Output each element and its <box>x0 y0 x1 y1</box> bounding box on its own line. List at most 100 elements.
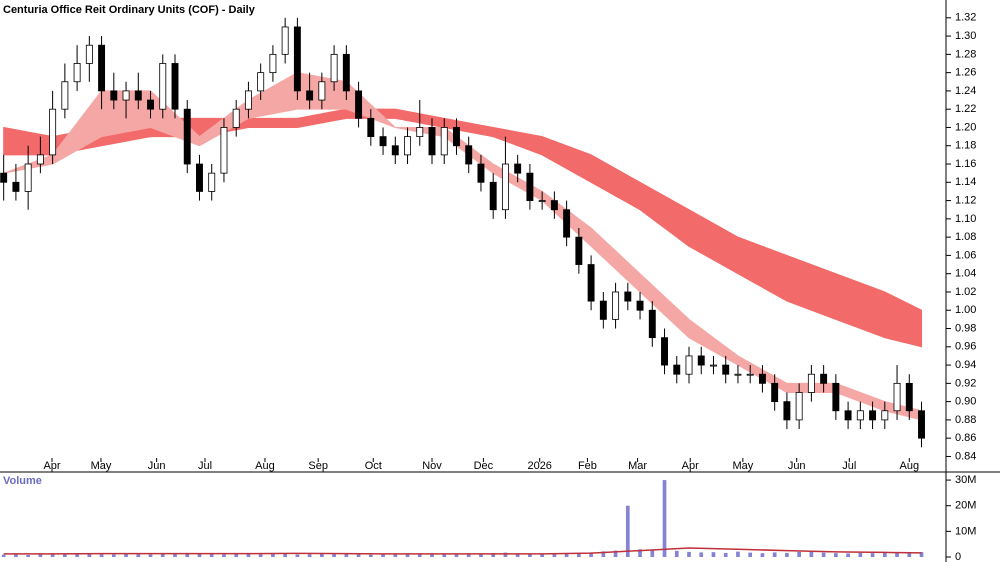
y-tick-label: 1.22 <box>955 103 976 115</box>
volume-bar <box>540 554 544 557</box>
candle-body <box>330 53 338 83</box>
x-tick-label: Jul <box>198 460 212 472</box>
y-tick-label: 1.12 <box>955 194 976 206</box>
candle-body <box>856 410 864 421</box>
volume-bar <box>197 553 202 557</box>
volume-bar <box>711 552 716 557</box>
chart-title: Centuria Office Reit Ordinary Units (COF… <box>3 4 256 16</box>
candle-body <box>416 127 424 138</box>
volume-bar <box>650 550 655 557</box>
y-tick-label: 0 <box>955 551 961 562</box>
candle-body <box>734 373 742 376</box>
candle-body <box>477 163 485 183</box>
x-tick-label: Oct <box>365 460 382 472</box>
volume-bar <box>577 552 581 557</box>
candle-body <box>306 90 314 101</box>
y-tick-label: 1.10 <box>955 213 976 225</box>
volume-bar <box>234 553 239 557</box>
x-tick-label: Nov <box>422 460 442 472</box>
candle-body <box>587 264 595 302</box>
volume-bar <box>625 505 630 557</box>
candle-body <box>501 163 509 211</box>
candle-body <box>0 172 8 183</box>
volume-bar <box>601 551 606 557</box>
volume-bar <box>75 553 79 557</box>
candle-body <box>844 410 852 421</box>
y-tick-label: 0.86 <box>955 432 976 444</box>
candle-body <box>159 63 167 110</box>
candle-body <box>98 44 106 92</box>
y-tick-label: 0.96 <box>955 341 976 353</box>
volume-bar <box>222 554 226 557</box>
candle-body <box>612 291 620 320</box>
candle-body <box>318 81 326 101</box>
candle-body <box>893 382 901 412</box>
volume-bar <box>26 554 30 557</box>
volume-bar <box>332 553 336 557</box>
volume-bar <box>834 553 838 557</box>
candle-body <box>881 410 889 421</box>
candle-body <box>673 364 681 375</box>
candle-body <box>134 90 142 101</box>
volume-bar <box>368 554 373 557</box>
volume-bar <box>393 553 398 557</box>
candle-body <box>795 392 803 421</box>
y-tick-label: 1.18 <box>955 140 976 152</box>
candle-body <box>36 154 44 165</box>
x-tick-label: May <box>91 460 112 472</box>
candle-body <box>685 355 693 375</box>
candle-body <box>122 90 130 101</box>
volume-bar <box>454 554 459 557</box>
y-tick-label: 10M <box>955 525 976 537</box>
candle-body <box>746 373 754 376</box>
volume-bar <box>528 554 532 557</box>
volume-bar <box>295 554 300 557</box>
volume-bar <box>87 553 92 557</box>
candle-body <box>538 200 546 202</box>
candle-body <box>514 163 522 174</box>
candle-body <box>807 373 815 393</box>
y-tick-label: 1.04 <box>955 268 976 280</box>
candle-body <box>49 108 57 156</box>
candle-body <box>869 410 877 421</box>
volume-bar <box>63 553 67 557</box>
x-tick-label: Jun <box>148 460 166 472</box>
candle-body <box>697 355 705 366</box>
candle-body <box>563 209 571 238</box>
candle-body <box>12 181 20 192</box>
x-tick-label: Aug <box>255 460 275 472</box>
volume-bar <box>699 552 704 557</box>
candle-body <box>367 117 375 138</box>
volume-bar <box>589 552 593 557</box>
x-tick-label: Aug <box>899 460 919 472</box>
volume-bar <box>38 554 43 557</box>
volume-bar <box>687 551 691 557</box>
volume-bar <box>430 554 434 557</box>
volume-bar <box>662 480 667 557</box>
candle-body <box>232 108 240 128</box>
volume-average <box>3 547 922 555</box>
x-tick-label: Mar <box>628 460 647 472</box>
volume-title: Volume <box>3 475 42 487</box>
y-tick-label: 0.98 <box>955 322 976 334</box>
candle-body <box>147 99 154 110</box>
candle-body <box>196 163 203 192</box>
volume-bar <box>564 553 569 557</box>
volume-bar <box>858 552 863 557</box>
y-tick-label: 1.26 <box>955 67 976 79</box>
volume-bar <box>344 553 349 557</box>
candle-body <box>820 373 828 384</box>
candle-body <box>453 127 460 147</box>
volume-bar <box>124 553 128 557</box>
candle-body <box>110 90 118 101</box>
y-tick-label: 1.00 <box>955 304 976 316</box>
candle-body <box>85 44 93 64</box>
candle-body <box>722 364 730 375</box>
candle-body <box>661 337 668 366</box>
volume-bar <box>136 554 141 557</box>
volume-bar <box>895 552 899 557</box>
volume-bar <box>736 551 740 557</box>
volume-bar <box>442 553 447 557</box>
volume-bar <box>50 553 55 557</box>
